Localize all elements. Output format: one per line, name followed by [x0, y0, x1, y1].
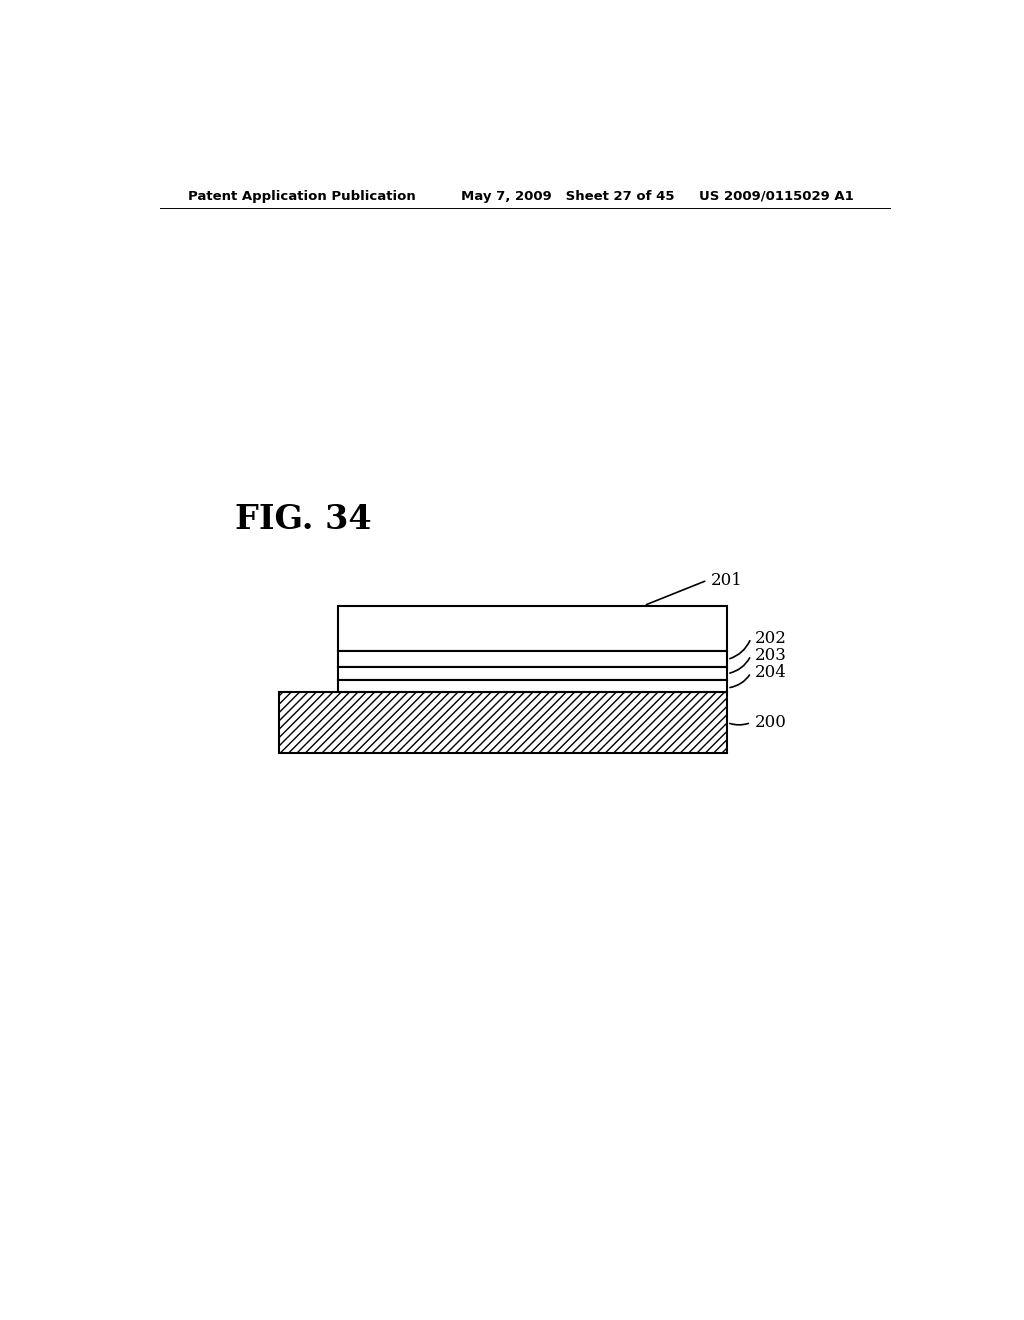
Bar: [338, 680, 727, 692]
Text: US 2009/0115029 A1: US 2009/0115029 A1: [699, 190, 854, 202]
Text: Patent Application Publication: Patent Application Publication: [187, 190, 416, 202]
Text: May 7, 2009   Sheet 27 of 45: May 7, 2009 Sheet 27 of 45: [461, 190, 675, 202]
Bar: [338, 680, 727, 692]
Text: 202: 202: [755, 630, 786, 647]
Bar: [279, 692, 727, 752]
Bar: [338, 606, 727, 651]
Text: 204: 204: [755, 664, 786, 681]
Text: FIG. 34: FIG. 34: [236, 503, 372, 536]
Text: 200: 200: [755, 714, 786, 731]
Bar: [338, 667, 727, 680]
Bar: [338, 667, 727, 680]
Bar: [338, 651, 727, 667]
Text: 201: 201: [712, 572, 743, 589]
Bar: [279, 692, 727, 752]
Bar: [338, 651, 727, 667]
Text: 203: 203: [755, 647, 786, 664]
